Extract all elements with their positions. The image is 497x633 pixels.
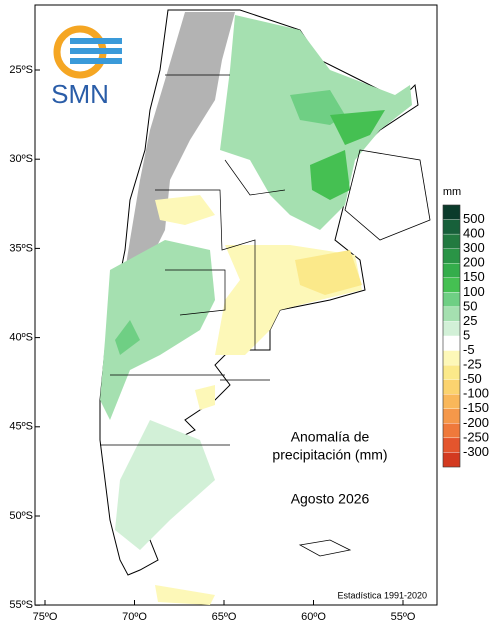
positive-area — [115, 320, 140, 355]
negative-area — [155, 195, 215, 225]
legend-swatch — [442, 233, 461, 249]
lat-label: 25ºS — [9, 64, 33, 76]
logo-text: SMN — [51, 79, 109, 109]
map-period: Agosto 2026 — [291, 491, 370, 507]
legend-label: -150 — [463, 400, 489, 415]
legend-label: 300 — [463, 240, 485, 255]
legend-label: 200 — [463, 255, 485, 270]
statistic-note: Estadística 1991-2020 — [337, 590, 427, 600]
positive-area — [310, 150, 350, 200]
legend-swatch — [442, 263, 461, 278]
logo-wave — [70, 48, 122, 54]
legend-label: -25 — [463, 357, 482, 372]
positive-area — [100, 240, 215, 420]
legend-label: 5 — [463, 327, 470, 342]
lon-label: 65ºO — [212, 611, 237, 623]
lat-label: 50ºS — [9, 510, 33, 522]
islands — [298, 539, 352, 557]
logo-wave — [70, 38, 122, 44]
lon-label: 75ºO — [33, 611, 58, 623]
legend-label: 100 — [463, 284, 485, 299]
legend-label: -250 — [463, 429, 489, 444]
map-title: Anomalía de — [291, 429, 370, 445]
lon-label: 60ºO — [301, 611, 326, 623]
lat-label: 30ºS — [9, 153, 33, 165]
legend-swatch — [442, 364, 461, 380]
legend-label: 400 — [463, 226, 485, 241]
legend-swatch — [442, 204, 461, 220]
negative-area — [295, 250, 362, 295]
legend-label: 500 — [463, 211, 485, 226]
legend-label: -300 — [463, 444, 489, 459]
legend-swatch — [442, 248, 461, 264]
legend-swatch — [442, 437, 461, 453]
province-borders — [100, 74, 286, 446]
lon-label: 70ºO — [122, 611, 147, 623]
lat-label: 35ºS — [9, 242, 33, 254]
legend-swatch — [442, 350, 461, 366]
legend-swatch — [442, 335, 461, 351]
uruguay-border — [344, 149, 431, 241]
legend-swatch — [442, 219, 461, 235]
map-title: precipitación (mm) — [272, 447, 387, 463]
legend-swatch — [442, 306, 461, 322]
legend-label: -200 — [463, 415, 489, 430]
legend-label: -5 — [463, 342, 475, 357]
legend-swatch — [442, 423, 461, 439]
legend-label: 25 — [463, 313, 477, 328]
lat-label: 40ºS — [9, 332, 33, 344]
positive-area — [330, 110, 385, 145]
legend-frame — [442, 204, 461, 468]
legend-swatch — [442, 292, 461, 308]
legend-label: 50 — [463, 298, 477, 313]
logo-wave — [70, 58, 122, 64]
lat-label: 55ºS — [9, 599, 33, 611]
legend-swatch — [442, 379, 461, 395]
legend-label: 150 — [463, 269, 485, 284]
relief — [115, 12, 235, 330]
legend-unit: mm — [443, 186, 461, 198]
map: SMN Anomalía de precipitación (mm) Agost… — [34, 4, 438, 606]
legend-swatch — [442, 408, 461, 424]
lat-label: 45ºS — [9, 421, 33, 433]
legend-swatch — [442, 321, 461, 337]
legend-swatch — [442, 394, 461, 409]
legend-swatch — [442, 452, 461, 468]
negative-area — [155, 585, 215, 605]
legend-label: -50 — [463, 371, 482, 386]
negative-area — [195, 385, 215, 410]
positive-area — [115, 420, 215, 550]
legend-swatch — [442, 277, 461, 293]
legend-label: -100 — [463, 386, 489, 401]
lon-label: 55ºO — [391, 611, 416, 623]
